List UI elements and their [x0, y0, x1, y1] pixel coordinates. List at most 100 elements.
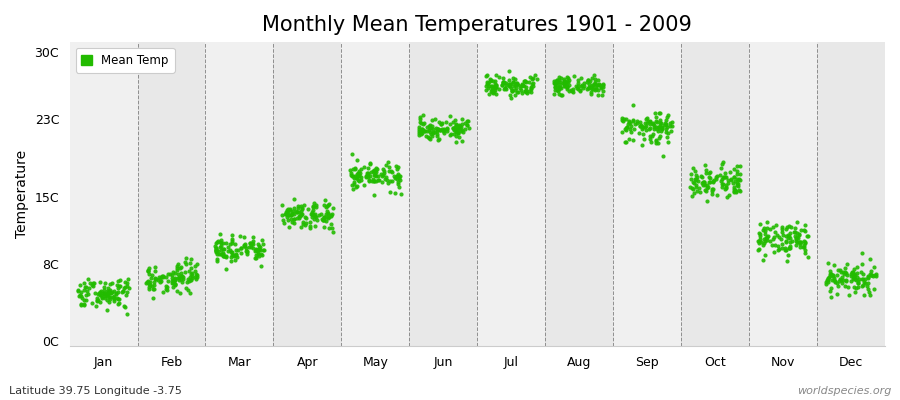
Point: [173, 265, 187, 271]
Point: [148, 276, 163, 282]
Point: [100, 291, 114, 297]
Point: [305, 209, 320, 216]
Point: [655, 152, 670, 159]
Point: [486, 78, 500, 84]
Point: [352, 172, 366, 178]
Point: [449, 122, 464, 128]
Point: [518, 89, 533, 95]
Point: [357, 164, 372, 170]
Point: [498, 85, 512, 91]
Point: [100, 292, 114, 299]
Point: [148, 282, 162, 289]
Point: [344, 170, 358, 176]
Point: [768, 229, 782, 235]
Point: [508, 83, 522, 89]
Point: [631, 129, 645, 136]
Point: [168, 277, 183, 283]
Point: [294, 203, 309, 209]
Point: [183, 289, 197, 296]
Point: [502, 81, 517, 87]
Bar: [138, 42, 205, 346]
Point: [214, 243, 229, 250]
Point: [797, 239, 812, 245]
Point: [392, 173, 407, 179]
Point: [219, 266, 233, 272]
Point: [306, 202, 320, 209]
Point: [411, 124, 426, 130]
Point: [825, 272, 840, 278]
Point: [277, 211, 292, 217]
Point: [557, 78, 572, 84]
Point: [447, 117, 462, 124]
Point: [237, 242, 251, 248]
Point: [792, 232, 806, 238]
Point: [255, 252, 269, 258]
Point: [731, 180, 745, 187]
Point: [212, 231, 227, 237]
Point: [112, 283, 127, 290]
Point: [510, 82, 525, 88]
Point: [571, 77, 585, 83]
Point: [446, 131, 461, 137]
Point: [302, 218, 317, 225]
Point: [172, 277, 186, 283]
Point: [284, 218, 299, 225]
Point: [788, 233, 802, 240]
Point: [306, 211, 320, 218]
Point: [215, 252, 230, 259]
Point: [280, 209, 294, 215]
Point: [449, 133, 464, 140]
Point: [418, 128, 433, 134]
Point: [454, 121, 469, 127]
Point: [832, 276, 847, 282]
Point: [644, 133, 659, 139]
Point: [224, 249, 238, 255]
Point: [216, 246, 230, 252]
Point: [644, 125, 658, 131]
Point: [797, 227, 812, 234]
Point: [449, 139, 464, 146]
Point: [494, 82, 508, 88]
Point: [156, 273, 170, 280]
Point: [184, 265, 198, 272]
Point: [111, 301, 125, 307]
Point: [71, 287, 86, 293]
Point: [423, 128, 437, 135]
Point: [275, 216, 290, 223]
Point: [384, 168, 399, 175]
Point: [170, 261, 184, 268]
Point: [719, 184, 733, 190]
Point: [665, 119, 680, 125]
Point: [721, 177, 735, 184]
Point: [855, 261, 869, 268]
Point: [105, 294, 120, 300]
Point: [155, 272, 169, 279]
Point: [482, 78, 497, 84]
Point: [415, 126, 429, 132]
Point: [770, 232, 785, 238]
Point: [652, 119, 667, 126]
Point: [596, 81, 610, 88]
Point: [343, 167, 357, 174]
Point: [728, 188, 742, 195]
Point: [758, 238, 772, 245]
Point: [848, 276, 862, 282]
Point: [778, 226, 793, 232]
Point: [306, 204, 320, 210]
Point: [316, 214, 330, 220]
Point: [94, 292, 108, 298]
Point: [171, 273, 185, 280]
Point: [726, 189, 741, 195]
Point: [688, 176, 703, 182]
Point: [432, 119, 446, 125]
Point: [860, 280, 875, 286]
Point: [789, 239, 804, 245]
Point: [620, 124, 634, 130]
Point: [76, 287, 91, 293]
Point: [252, 242, 266, 249]
Point: [391, 173, 405, 179]
Point: [421, 133, 436, 140]
Point: [85, 282, 99, 288]
Point: [776, 232, 790, 238]
Point: [179, 285, 194, 291]
